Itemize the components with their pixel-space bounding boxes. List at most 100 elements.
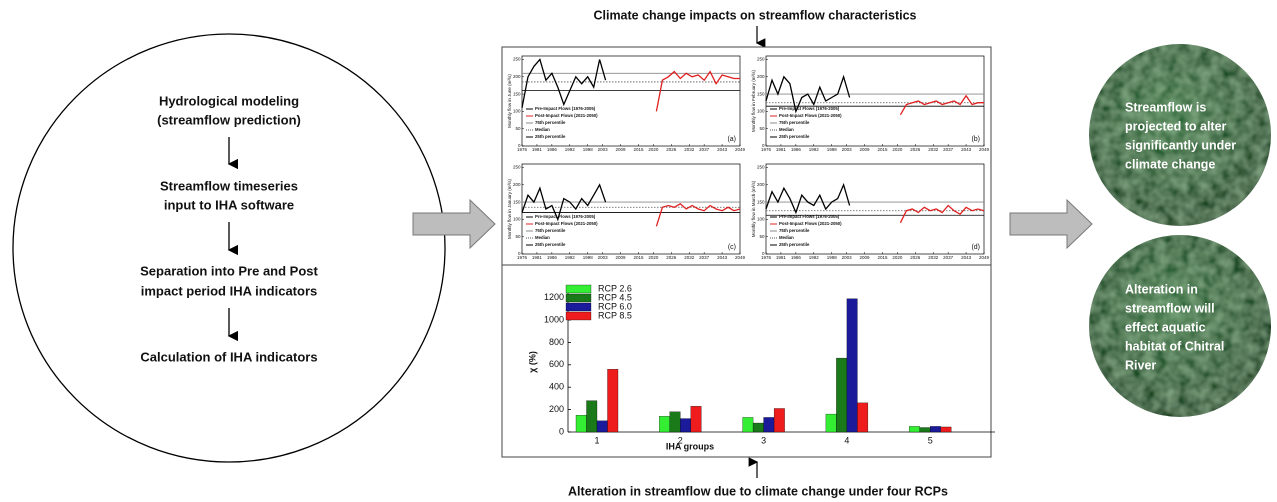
y-tick-label: 250 <box>513 165 521 170</box>
legend-swatch <box>565 293 592 303</box>
flow-step: Calculation of IHA indicators <box>140 349 317 364</box>
bar <box>836 357 848 433</box>
y-tick-label: 250 <box>757 57 765 62</box>
x-tick-label: 2015 <box>633 147 644 152</box>
outcome-text: effect aquatic <box>1125 320 1206 334</box>
panel-label: (b) <box>971 136 980 143</box>
y-tick-label: 600 <box>549 359 564 369</box>
y-tick-label: 0 <box>762 251 765 256</box>
y-tick-label: 100 <box>513 217 521 222</box>
flow-step: Separation into Pre and Post <box>140 263 318 278</box>
y-tick-label: 50 <box>515 234 521 239</box>
y-tick-label: 100 <box>513 109 521 114</box>
outcome-text: climate change <box>1125 157 1215 171</box>
x-tick-label: 2009 <box>860 147 871 152</box>
bar <box>680 418 691 433</box>
flow-step: Streamflow timeseries <box>160 178 298 193</box>
bar <box>586 400 598 433</box>
x-tick-label: 1998 <box>827 255 838 260</box>
bar <box>763 417 775 433</box>
legend-swatch <box>565 311 592 321</box>
legend-label: Pre-Impact Flows (1976-2005) <box>779 214 840 219</box>
x-tick-label: 2020 <box>892 147 903 152</box>
flow-step: impact period IHA indicators <box>141 283 318 298</box>
x-tick-label: 2032 <box>684 147 695 152</box>
y-tick-label: 150 <box>757 199 765 204</box>
x-tick-label: 2049 <box>735 147 746 152</box>
x-tick-label: 2 <box>678 435 683 445</box>
x-tick-label: 2003 <box>842 147 853 152</box>
x-tick-label: 2043 <box>961 147 972 152</box>
y-tick-label: 200 <box>549 404 564 414</box>
x-tick-label: 2003 <box>598 255 609 260</box>
outcome-text: River <box>1125 358 1156 372</box>
x-tick-label: 5 <box>928 435 933 445</box>
x-tick-label: 2037 <box>943 255 954 260</box>
series-line <box>521 58 607 109</box>
legend-label: Pre-Impact Flows (1976-2005) <box>779 106 840 111</box>
series-line <box>655 70 740 112</box>
x-tick-label: 2009 <box>860 255 871 260</box>
x-tick-label: 1976 <box>761 255 772 260</box>
y-tick-label: 0 <box>518 143 521 148</box>
bar <box>773 408 785 433</box>
legend-label: RCP 4.5 <box>598 292 632 302</box>
legend-label: Median <box>779 127 794 132</box>
legend-label: 75th percentile <box>535 228 566 233</box>
y-axis-label: Monthly flow in June (m³/s) <box>507 74 512 128</box>
bar <box>940 426 952 433</box>
legend-label: 25th percentile <box>779 134 810 139</box>
block-arrow <box>1009 198 1093 250</box>
legend-label: RCP 6.0 <box>598 301 632 311</box>
legend-label: Pre-Impact Flows (1976-2005) <box>535 106 596 111</box>
x-tick-label: 1981 <box>776 147 787 152</box>
y-tick-label: 250 <box>513 57 521 62</box>
x-tick-label: 2009 <box>616 255 627 260</box>
legend-label: 25th percentile <box>535 134 566 139</box>
legend-label: 25th percentile <box>779 242 810 247</box>
x-tick-label: 1976 <box>761 147 772 152</box>
panel-box <box>501 46 992 266</box>
legend-label: Median <box>535 235 550 240</box>
x-tick-label: 1 <box>594 435 599 445</box>
panel-label: (c) <box>728 244 736 251</box>
x-tick-label: 1981 <box>532 147 543 152</box>
x-tick-label: 2032 <box>928 147 939 152</box>
y-tick-label: 100 <box>757 217 765 222</box>
bar <box>752 422 764 433</box>
panel-label: (d) <box>971 244 980 251</box>
x-tick-label: 1992 <box>565 147 576 152</box>
y-tick-label: 250 <box>757 165 765 170</box>
y-tick-label: 800 <box>549 337 564 347</box>
legend-label: RCP 2.6 <box>598 283 632 293</box>
x-tick-label: 2043 <box>717 255 728 260</box>
bar <box>575 415 587 433</box>
x-tick-label: 1992 <box>809 255 820 260</box>
x-tick-label: 2003 <box>842 255 853 260</box>
x-tick-label: 2049 <box>979 255 990 260</box>
flow-step: (streamflow prediction) <box>157 112 301 127</box>
x-tick-label: 2003 <box>598 147 609 152</box>
x-tick-label: 2015 <box>877 147 888 152</box>
legend-label: 75th percentile <box>779 228 810 233</box>
x-tick-label: 2020 <box>648 255 659 260</box>
y-tick-label: 50 <box>759 126 765 131</box>
legend-label: Post-Impact Flows (2021-2050) <box>535 113 598 118</box>
bar <box>659 416 670 433</box>
y-tick-label: 1000 <box>544 314 564 324</box>
x-tick-label: 3 <box>761 435 766 445</box>
y-tick-label: 200 <box>513 74 521 79</box>
y-tick-label: 150 <box>513 199 521 204</box>
y-axis-label: Monthly flow in February (m³/s) <box>751 69 756 132</box>
bar <box>596 420 608 433</box>
series-line <box>899 204 985 224</box>
y-tick-label: 150 <box>513 91 521 96</box>
legend-label: Post-Impact Flows (2021-2050) <box>535 221 598 226</box>
x-tick-label: 2032 <box>684 255 695 260</box>
plot-frame <box>521 55 741 147</box>
y-tick-label: 0 <box>518 251 521 256</box>
legend-label: Post-Impact Flows (2021-2050) <box>779 221 842 226</box>
bar <box>690 406 702 433</box>
x-tick-label: 1981 <box>532 255 543 260</box>
